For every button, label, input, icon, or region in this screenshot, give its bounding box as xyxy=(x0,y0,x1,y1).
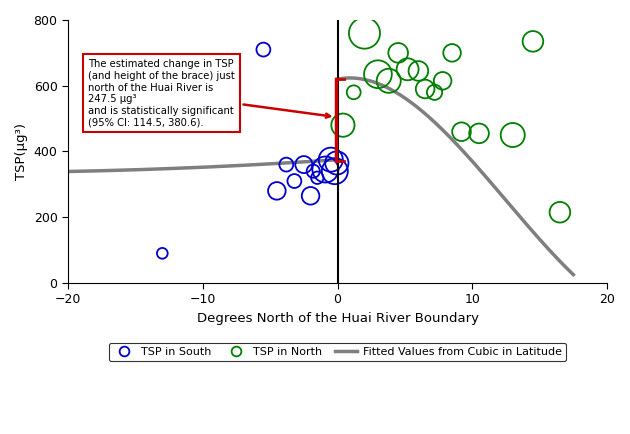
Point xyxy=(555,209,565,216)
Point xyxy=(329,168,340,174)
Point xyxy=(393,49,403,56)
Point xyxy=(258,46,268,53)
Text: The estimated change in TSP
(and height of the brace) just
north of the Huai Riv: The estimated change in TSP (and height … xyxy=(88,59,330,128)
Point xyxy=(281,161,291,168)
Point xyxy=(332,159,342,166)
Point xyxy=(326,156,336,163)
Point xyxy=(528,38,538,45)
Point xyxy=(158,250,168,257)
Point xyxy=(338,122,348,128)
Point xyxy=(348,89,358,96)
Point xyxy=(373,71,383,78)
Point xyxy=(457,128,467,135)
Point xyxy=(320,166,330,173)
Point xyxy=(403,66,413,73)
Y-axis label: TSP(µg³): TSP(µg³) xyxy=(15,123,28,180)
Point xyxy=(430,89,440,96)
Point xyxy=(308,168,318,174)
Point xyxy=(272,187,282,194)
Point xyxy=(474,130,484,137)
Legend: TSP in South, TSP in North, Fitted Values from Cubic in Latitude: TSP in South, TSP in North, Fitted Value… xyxy=(109,342,566,362)
Point xyxy=(447,49,457,56)
Point xyxy=(420,85,430,92)
Point xyxy=(384,77,394,84)
Point xyxy=(312,174,323,181)
Point xyxy=(360,30,370,36)
X-axis label: Degrees North of the Huai River Boundary: Degrees North of the Huai River Boundary xyxy=(197,312,479,325)
Point xyxy=(508,132,518,138)
Point xyxy=(438,77,448,84)
Point xyxy=(299,161,309,168)
Point xyxy=(413,67,423,74)
Point xyxy=(289,178,299,184)
Point xyxy=(198,104,208,111)
Point xyxy=(306,192,316,199)
